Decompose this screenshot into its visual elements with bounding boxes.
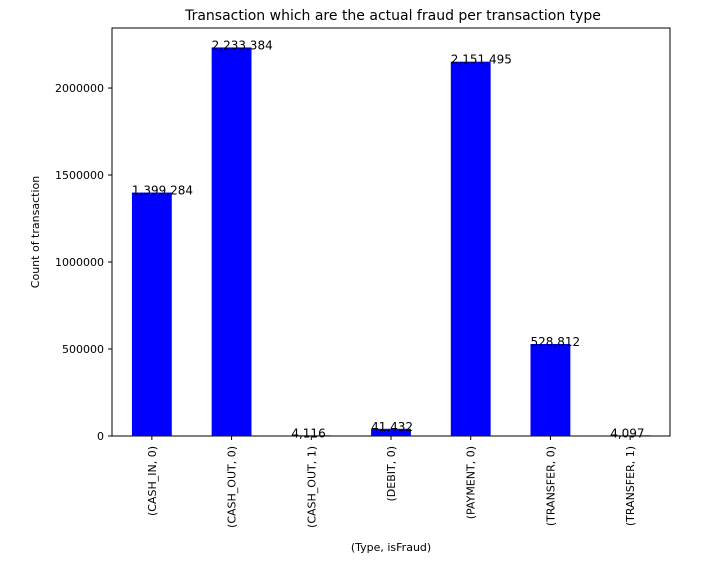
data-label: 41,432 xyxy=(371,420,413,434)
x-axis-label: (Type, isFraud) xyxy=(351,541,431,554)
y-tick-label: 2000000 xyxy=(55,82,104,95)
y-axis: 0 500000 1000000 1500000 2000000 xyxy=(55,82,112,443)
data-label: 4,097 xyxy=(610,426,644,440)
data-label: 2,233,384 xyxy=(212,38,273,52)
x-tick-label: (CASH_OUT, 0) xyxy=(226,446,239,528)
x-tick-label: (CASH_OUT, 1) xyxy=(305,446,318,528)
x-axis: (CASH_IN, 0) (CASH_OUT, 0) (CASH_OUT, 1) (D… xyxy=(146,436,637,528)
chart-title: Transaction which are the actual fraud p… xyxy=(184,8,601,24)
plot-area: 0 500000 1000000 1500000 2000000 (CASH_IN, 0… xyxy=(55,27,671,528)
y-tick-label: 0 xyxy=(97,430,104,443)
x-tick-label: (CASH_IN, 0) xyxy=(146,446,159,516)
x-tick-label: (TRANSFER, 0) xyxy=(544,446,557,526)
bars-group xyxy=(131,47,651,437)
y-axis-label: Count of transaction xyxy=(29,176,42,288)
bar xyxy=(371,428,411,436)
plot-frame xyxy=(111,27,671,437)
bar xyxy=(131,192,172,436)
bar xyxy=(610,435,651,436)
data-label: 4,116 xyxy=(291,426,325,440)
data-label: 2,151,495 xyxy=(451,53,512,67)
bar xyxy=(530,343,571,436)
data-label: 528,812 xyxy=(531,335,581,349)
x-tick-label: (PAYMENT, 0) xyxy=(465,446,478,519)
bar xyxy=(450,61,491,437)
bar xyxy=(291,435,332,436)
data-labels-group: 1,399,284 2,233,384 4,116 41,432 2,151,495 52… xyxy=(132,38,645,440)
bar xyxy=(211,47,252,437)
y-tick-label: 500000 xyxy=(62,343,104,356)
y-tick-label: 1000000 xyxy=(55,256,104,269)
x-tick-label: (DEBIT, 0) xyxy=(385,446,398,502)
y-tick-label: 1500000 xyxy=(55,169,104,182)
x-tick-label: (TRANSFER, 1) xyxy=(624,446,637,526)
data-label: 1,399,284 xyxy=(132,184,193,198)
